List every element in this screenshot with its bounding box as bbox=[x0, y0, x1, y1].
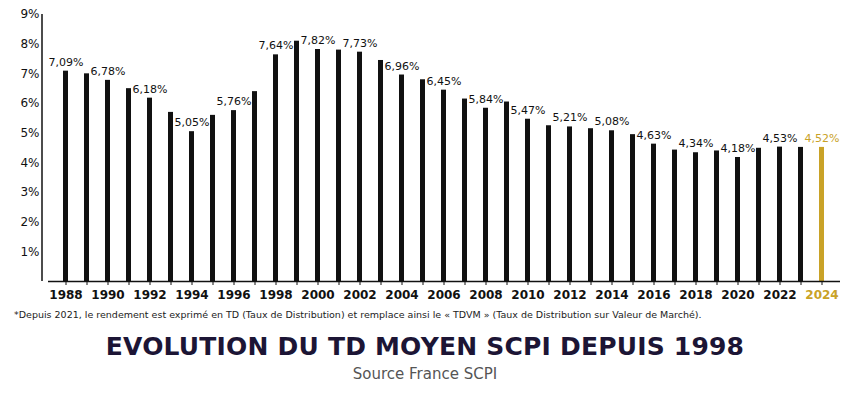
svg-text:2024: 2024 bbox=[805, 288, 838, 302]
svg-text:2018: 2018 bbox=[679, 288, 712, 302]
svg-text:4,53%: 4,53% bbox=[763, 132, 798, 145]
svg-text:6,45%: 6,45% bbox=[427, 75, 462, 88]
svg-text:4,34%: 4,34% bbox=[679, 137, 714, 150]
svg-text:2000: 2000 bbox=[301, 288, 334, 302]
svg-text:4%: 4% bbox=[20, 156, 39, 170]
svg-text:4,52%: 4,52% bbox=[805, 132, 840, 145]
svg-text:5,76%: 5,76% bbox=[217, 95, 252, 108]
svg-text:2002: 2002 bbox=[343, 288, 376, 302]
svg-text:2010: 2010 bbox=[511, 288, 544, 302]
svg-text:3%: 3% bbox=[20, 185, 39, 199]
svg-text:1998: 1998 bbox=[259, 288, 292, 302]
html-text:Source France SCPI: Source France SCPI bbox=[352, 365, 498, 383]
svg-text:7,09%: 7,09% bbox=[49, 56, 84, 69]
svg-text:5,21%: 5,21% bbox=[553, 111, 588, 124]
svg-text:6%: 6% bbox=[20, 96, 39, 110]
svg-text:2008: 2008 bbox=[469, 288, 502, 302]
svg-text:1994: 1994 bbox=[175, 288, 208, 302]
svg-text:8%: 8% bbox=[20, 37, 39, 51]
svg-text:5,05%: 5,05% bbox=[175, 116, 210, 129]
svg-text:2014: 2014 bbox=[595, 288, 628, 302]
svg-text:1990: 1990 bbox=[91, 288, 124, 302]
svg-text:2022: 2022 bbox=[763, 288, 796, 302]
svg-text:5,84%: 5,84% bbox=[469, 93, 504, 106]
svg-text:7,73%: 7,73% bbox=[343, 37, 378, 50]
svg-text:7,82%: 7,82% bbox=[301, 34, 336, 47]
svg-text:2012: 2012 bbox=[553, 288, 586, 302]
svg-text:1992: 1992 bbox=[133, 288, 166, 302]
svg-text:5%: 5% bbox=[20, 126, 39, 140]
svg-text:5,08%: 5,08% bbox=[595, 115, 630, 128]
svg-text:2%: 2% bbox=[20, 215, 39, 229]
svg-text:2004: 2004 bbox=[385, 288, 418, 302]
svg-text:7,64%: 7,64% bbox=[259, 39, 294, 52]
svg-text:2006: 2006 bbox=[427, 288, 460, 302]
svg-text:2016: 2016 bbox=[637, 288, 670, 302]
svg-text:6,18%: 6,18% bbox=[133, 83, 168, 96]
svg-text:1988: 1988 bbox=[49, 288, 82, 302]
svg-text:6,96%: 6,96% bbox=[385, 60, 420, 73]
svg-text:1%: 1% bbox=[20, 245, 39, 259]
svg-text:9%: 9% bbox=[20, 7, 39, 21]
svg-text:6,78%: 6,78% bbox=[91, 65, 126, 78]
svg-text:7%: 7% bbox=[20, 67, 39, 81]
svg-text:4,63%: 4,63% bbox=[637, 129, 672, 142]
html-text:*Depuis 2021, le rendement est: *Depuis 2021, le rendement est exprimé e… bbox=[14, 309, 702, 320]
html-text:EVOLUTION DU TD MOYEN SCPI DEP: EVOLUTION DU TD MOYEN SCPI DEPUIS 1998 bbox=[105, 332, 745, 361]
svg-text:4,18%: 4,18% bbox=[721, 142, 756, 155]
svg-text:2020: 2020 bbox=[721, 288, 754, 302]
svg-text:5,47%: 5,47% bbox=[511, 104, 546, 117]
svg-text:1996: 1996 bbox=[217, 288, 250, 302]
